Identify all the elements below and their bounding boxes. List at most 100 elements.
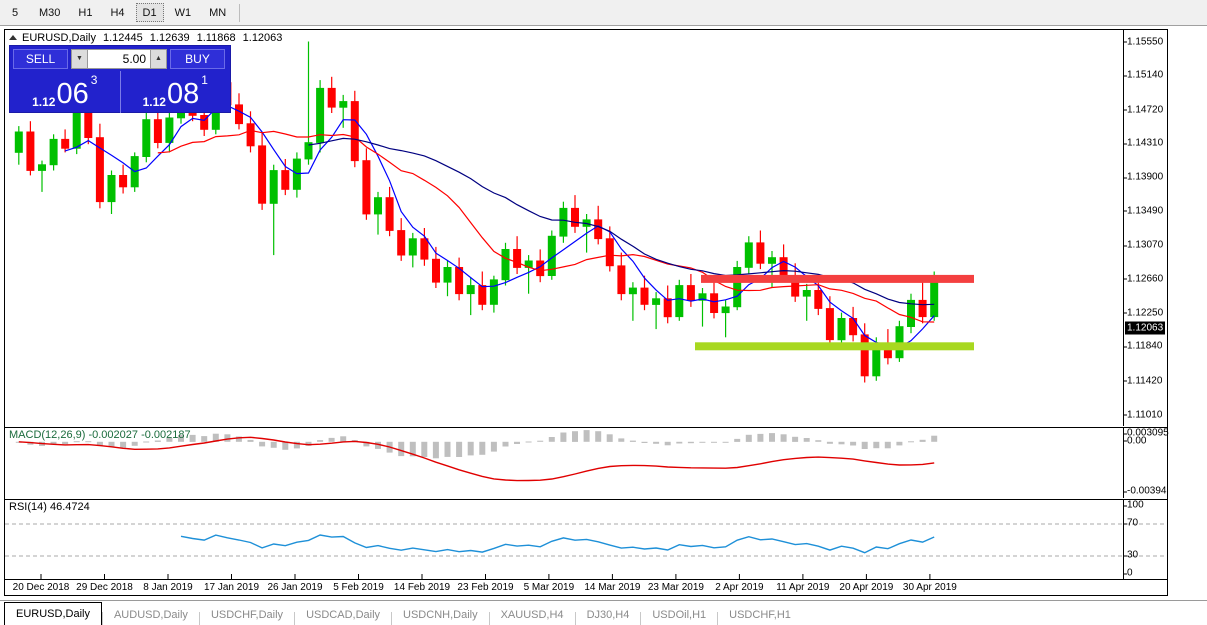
date-label: 17 Jan 2019	[203, 582, 260, 593]
timeframe-w1-button[interactable]: W1	[174, 6, 192, 19]
toolbar-divider	[239, 3, 241, 22]
tick-mark	[1124, 210, 1127, 212]
buy-quote-fraction: 1	[201, 73, 208, 87]
date-label: 20 Dec 2018	[12, 582, 70, 593]
rsi-label: RSI(14) 46.4724	[9, 501, 90, 513]
ohlc-values: 1.12445 1.12639 1.11868 1.12063	[103, 32, 286, 44]
timeframe-5-button[interactable]: 5	[11, 6, 19, 19]
date-label: 29 Dec 2018	[76, 582, 133, 593]
price-tick: 1.11010	[1124, 409, 1162, 420]
tick-mark	[1124, 523, 1127, 524]
tab-divider	[391, 612, 393, 625]
date-label: 14 Feb 2019	[393, 582, 451, 593]
volume-decrement-icon[interactable]: ▼	[71, 48, 88, 69]
price-tick: 1.12660	[1124, 273, 1163, 284]
tab-divider	[574, 612, 576, 625]
tick-mark	[1124, 41, 1127, 43]
date-label: 20 Apr 2019	[839, 582, 894, 593]
tick-mark	[1124, 177, 1127, 179]
tick-mark	[1124, 245, 1127, 247]
volume-increment-icon[interactable]: ▲	[150, 48, 167, 69]
price-tick: 1.13900	[1124, 172, 1163, 183]
tick-mark	[1124, 505, 1127, 506]
tab-divider	[294, 612, 296, 625]
timeframe-toolbar: 5 M30 H1 H4 D1 W1 MN	[0, 0, 1207, 26]
timeframe-m30-button[interactable]: M30	[39, 6, 61, 19]
chart-tab-usdcnh-daily[interactable]: USDCNH,Daily	[403, 608, 478, 621]
tick-mark	[1124, 346, 1127, 348]
price-tick: 1.15550	[1124, 36, 1163, 47]
price-scale[interactable]: 1.15550 1.15140 1.14720 1.14310 1.13900 1.134…	[1123, 30, 1167, 426]
rsi-tick: 30	[1124, 550, 1138, 561]
price-tick: 1.15140	[1124, 70, 1163, 81]
macd-pane[interactable]: MACD(12,26,9) -0.002027 -0.002187	[5, 427, 1167, 498]
volume-stepper[interactable]: ▼ 5.00 ▲	[71, 48, 167, 69]
sell-quote[interactable]: 1.12 06 3	[10, 71, 120, 113]
tick-mark	[1124, 109, 1127, 111]
timeframe-h4-button[interactable]: H4	[110, 6, 125, 19]
ohlc-low: 1.11868	[196, 31, 236, 44]
collapse-arrow-icon[interactable]	[9, 35, 17, 40]
chart-title-bar: EURUSD,Daily 1.12445 1.12639 1.11868 1.1…	[5, 30, 1167, 45]
macd-tick: 0.003095	[1124, 428, 1169, 439]
tick-mark	[1124, 312, 1127, 314]
chart-tab-usdchf-daily[interactable]: USDCHF,Daily	[210, 608, 284, 621]
chart-tabs: EURUSD,Daily AUDUSD,Daily USDCHF,Daily USDC…	[0, 600, 1207, 625]
price-tick: 1.13070	[1124, 240, 1163, 251]
date-label: 23 Feb 2019	[457, 582, 514, 593]
buy-quote-prefix: 1.12	[142, 95, 166, 109]
volume-input[interactable]: 5.00	[88, 48, 150, 69]
rsi-scale: 100 70 30 0	[1123, 499, 1167, 580]
chart-tab-audusd-daily[interactable]: AUDUSD,Daily	[113, 608, 188, 621]
chart-tab-dj30-h4[interactable]: DJ30,H4	[586, 608, 630, 621]
macd-scale: 0.003095 0.00 -0.00394	[1123, 427, 1169, 498]
sell-quote-prefix: 1.12	[32, 95, 56, 109]
date-label: 2 Apr 2019	[715, 582, 764, 593]
tab-divider	[101, 612, 103, 625]
tab-divider	[488, 612, 490, 625]
price-tick: 1.12250	[1124, 307, 1163, 318]
timeframe-mn-button[interactable]: MN	[209, 6, 227, 19]
chart-tab-xauusd-h4[interactable]: XAUUSD,H4	[500, 608, 564, 621]
sell-quote-big: 06	[56, 78, 89, 110]
tick-mark	[1124, 555, 1127, 556]
sell-quote-fraction: 3	[90, 73, 98, 87]
price-tick: 1.14310	[1124, 138, 1163, 149]
tab-divider	[717, 612, 719, 625]
ohlc-close: 1.12063	[242, 31, 283, 44]
tick-mark	[1124, 380, 1127, 382]
current-price-marker: 1.12063	[1125, 321, 1166, 335]
buy-button[interactable]: BUY	[170, 48, 225, 69]
chart-window: EURUSD,Daily 1.12445 1.12639 1.11868 1.1…	[4, 29, 1169, 596]
timeframe-d1-button[interactable]: D1	[135, 3, 164, 22]
timeframe-h1-button[interactable]: H1	[78, 6, 93, 19]
chart-tab-usdoil-h1[interactable]: USDOil,H1	[652, 608, 707, 621]
tick-mark	[1124, 143, 1127, 145]
tick-mark	[1124, 573, 1127, 574]
date-label: 8 Jan 2019	[143, 582, 193, 593]
tick-mark	[1124, 440, 1127, 442]
one-click-trading-panel: SELL ▼ 5.00 ▲ BUY 1.12 06 3 1.12 08 1	[9, 45, 231, 113]
macd-tick: 0.00	[1124, 435, 1146, 446]
chart-tab-usdcad-daily[interactable]: USDCAD,Daily	[306, 608, 381, 621]
sell-button[interactable]: SELL	[13, 48, 68, 69]
date-axis: 20 Dec 2018 29 Dec 2018 8 Jan 2019 17 Jan 2…	[5, 579, 1167, 595]
buy-quote[interactable]: 1.12 08 1	[119, 71, 231, 113]
chart-tab-eurusd-daily[interactable]: EURUSD,Daily	[4, 602, 102, 625]
rsi-pane[interactable]: RSI(14) 46.4724	[5, 499, 1167, 580]
tab-divider	[198, 612, 200, 625]
price-tick: 1.14720	[1124, 104, 1163, 115]
price-tick: 1.13490	[1124, 205, 1163, 216]
date-label: 11 Apr 2019	[776, 582, 830, 593]
trade-controls-row: SELL ▼ 5.00 ▲ BUY	[10, 46, 230, 71]
buy-quote-big: 08	[166, 78, 200, 110]
date-label: 26 Jan 2019	[267, 582, 323, 593]
ohlc-high: 1.12639	[149, 31, 190, 44]
price-pane[interactable]	[5, 30, 1167, 426]
chart-tab-usdchf-h1[interactable]: USDCHF,H1	[729, 608, 791, 621]
tab-divider	[640, 612, 642, 625]
tick-mark	[1124, 278, 1127, 280]
quotes-row: 1.12 06 3 1.12 08 1	[10, 71, 230, 113]
rsi-tick: 70	[1124, 518, 1138, 529]
chart-symbol-label: EURUSD,Daily	[22, 31, 96, 44]
